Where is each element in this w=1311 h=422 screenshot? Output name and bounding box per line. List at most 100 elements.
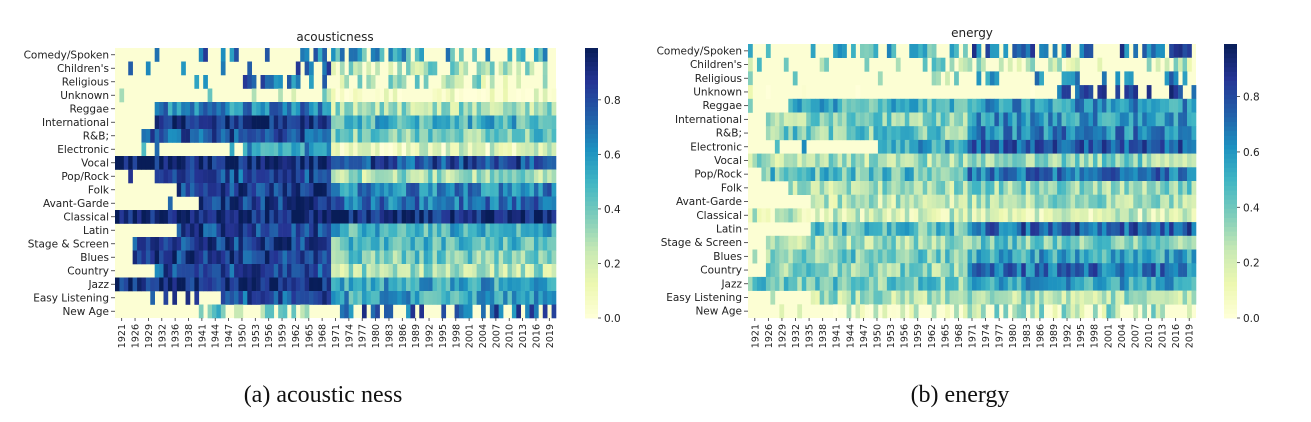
heatmap-cell [388,75,394,89]
heatmap-cell [410,115,416,130]
heatmap-cell [172,277,178,292]
heatmap-cell [1142,304,1148,319]
heatmap-cell [752,153,758,168]
heatmap-cell [282,223,288,238]
heatmap-cell [450,169,455,184]
heatmap-cell [132,156,138,170]
heatmap-cell [842,153,847,168]
heatmap-cell [291,237,297,251]
heatmap-cell [1043,263,1049,278]
heatmap-cell [1133,290,1139,305]
heatmap-cell [868,208,874,223]
heatmap-cell [1079,153,1085,168]
heatmap-cell [295,75,301,89]
heatmap-cell [913,44,919,58]
heatmap-cell [931,71,937,86]
heatmap-cell [1119,235,1125,250]
heatmap-cell [913,181,919,195]
colorbar-segment [585,151,598,157]
heatmap-cell [756,153,762,168]
heatmap-cell [234,210,239,224]
heatmap-cell [949,139,955,154]
heatmap-cell [485,61,491,76]
heatmap-cell [406,237,411,251]
heatmap-cell [384,250,389,265]
heatmap-cell [445,237,451,251]
heatmap-cell [940,290,946,305]
heatmap-cell [300,183,305,197]
row-label: Electronic [690,141,742,153]
heatmap-cell [774,208,780,223]
heatmap-cell [198,237,204,251]
heatmap-cell [326,264,332,278]
x-tick-label: 1983 [1022,324,1033,348]
heatmap-cell [353,129,358,143]
heatmap-cell [159,156,164,170]
heatmap-cell [203,75,208,89]
heatmap-cell [295,129,301,143]
heatmap-cell [1133,208,1139,223]
heatmap-cell [1124,208,1130,223]
heatmap-cell [748,57,753,72]
heatmap-cell [481,142,486,157]
heatmap-cell [203,237,208,251]
heatmap-cell [370,250,376,265]
heatmap-cell [998,181,1004,195]
heatmap-cell [516,250,522,265]
heatmap-cell [419,156,424,170]
heatmap-cell [922,181,928,195]
heatmap-cell [525,291,530,305]
heatmap-cell [891,263,897,278]
heatmap-cell [176,223,182,238]
heatmap-cell [432,169,438,184]
heatmap-cell [251,156,257,170]
heatmap-cell [1052,126,1058,141]
heatmap-cell [361,291,367,305]
heatmap-cell [954,208,959,223]
heatmap-cell [273,210,279,224]
heatmap-cell [994,126,1000,141]
heatmap-cell [485,156,491,170]
heatmap-cell [516,142,522,157]
heatmap-cell [792,263,798,278]
heatmap-cell [525,115,530,130]
heatmap-cell [520,142,526,157]
heatmap-cell [163,291,169,305]
heatmap-cell [194,237,200,251]
heatmap-cell [989,98,995,113]
heatmap-cell [295,169,301,184]
heatmap-cell [779,112,785,127]
heatmap-cell [450,102,455,116]
heatmap-cell [828,112,834,127]
heatmap-cell [348,183,354,197]
heatmap-cell [994,167,1000,182]
heatmap-cell [476,196,482,211]
heatmap-cell [1003,235,1009,250]
heatmap-cell [458,250,464,265]
heatmap-cell [225,115,230,130]
heatmap-cell [1191,222,1197,237]
heatmap-cell [256,183,261,197]
heatmap-cell [895,194,901,209]
heatmap-cell [1061,304,1067,319]
heatmap-cell [1169,276,1174,291]
heatmap-cell [819,57,825,72]
heatmap-cell [806,235,812,250]
heatmap-cell [1128,167,1134,182]
heatmap-cell [985,167,991,182]
heatmap-cell [264,277,270,292]
heatmap-cell [525,250,530,265]
heatmap-cell [384,264,389,278]
heatmap-cell [304,210,310,224]
heatmap-cell [864,290,870,305]
heatmap-cell [989,181,995,195]
heatmap-cell [1075,153,1080,168]
heatmap-cell [300,264,305,278]
heatmap-cell [1061,290,1067,305]
heatmap-cell [529,237,535,251]
heatmap-cell [379,210,385,224]
heatmap-cell [441,210,447,224]
heatmap-cell [976,167,982,182]
heatmap-cell [963,98,968,113]
heatmap-cell [291,142,297,157]
